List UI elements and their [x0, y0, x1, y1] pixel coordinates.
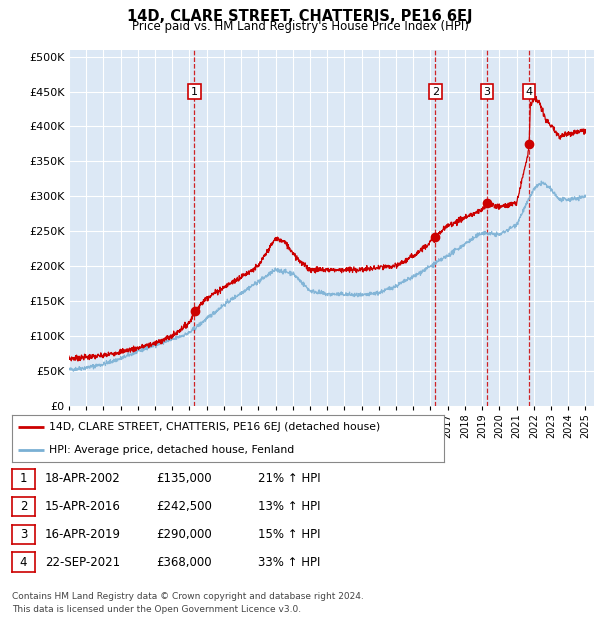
Text: £290,000: £290,000: [156, 528, 212, 541]
Text: 18-APR-2002: 18-APR-2002: [45, 472, 121, 485]
Text: 15-APR-2016: 15-APR-2016: [45, 500, 121, 513]
Text: HPI: Average price, detached house, Fenland: HPI: Average price, detached house, Fenl…: [49, 445, 294, 455]
Text: 33% ↑ HPI: 33% ↑ HPI: [258, 556, 320, 569]
Text: 1: 1: [191, 87, 198, 97]
Text: Price paid vs. HM Land Registry's House Price Index (HPI): Price paid vs. HM Land Registry's House …: [131, 20, 469, 33]
Text: 21% ↑ HPI: 21% ↑ HPI: [258, 472, 320, 485]
Text: 4: 4: [526, 87, 532, 97]
Text: 2: 2: [432, 87, 439, 97]
Text: £242,500: £242,500: [156, 500, 212, 513]
Text: 1: 1: [20, 472, 27, 485]
Text: 22-SEP-2021: 22-SEP-2021: [45, 556, 120, 569]
Text: 4: 4: [20, 556, 27, 569]
Text: 3: 3: [484, 87, 491, 97]
Text: 3: 3: [20, 528, 27, 541]
Text: 2: 2: [20, 500, 27, 513]
Text: 16-APR-2019: 16-APR-2019: [45, 528, 121, 541]
Text: £135,000: £135,000: [156, 472, 212, 485]
Text: £368,000: £368,000: [156, 556, 212, 569]
Text: This data is licensed under the Open Government Licence v3.0.: This data is licensed under the Open Gov…: [12, 604, 301, 614]
Text: 14D, CLARE STREET, CHATTERIS, PE16 6EJ (detached house): 14D, CLARE STREET, CHATTERIS, PE16 6EJ (…: [49, 422, 380, 432]
Text: 15% ↑ HPI: 15% ↑ HPI: [258, 528, 320, 541]
Text: 14D, CLARE STREET, CHATTERIS, PE16 6EJ: 14D, CLARE STREET, CHATTERIS, PE16 6EJ: [127, 9, 473, 24]
Text: 13% ↑ HPI: 13% ↑ HPI: [258, 500, 320, 513]
Text: Contains HM Land Registry data © Crown copyright and database right 2024.: Contains HM Land Registry data © Crown c…: [12, 592, 364, 601]
